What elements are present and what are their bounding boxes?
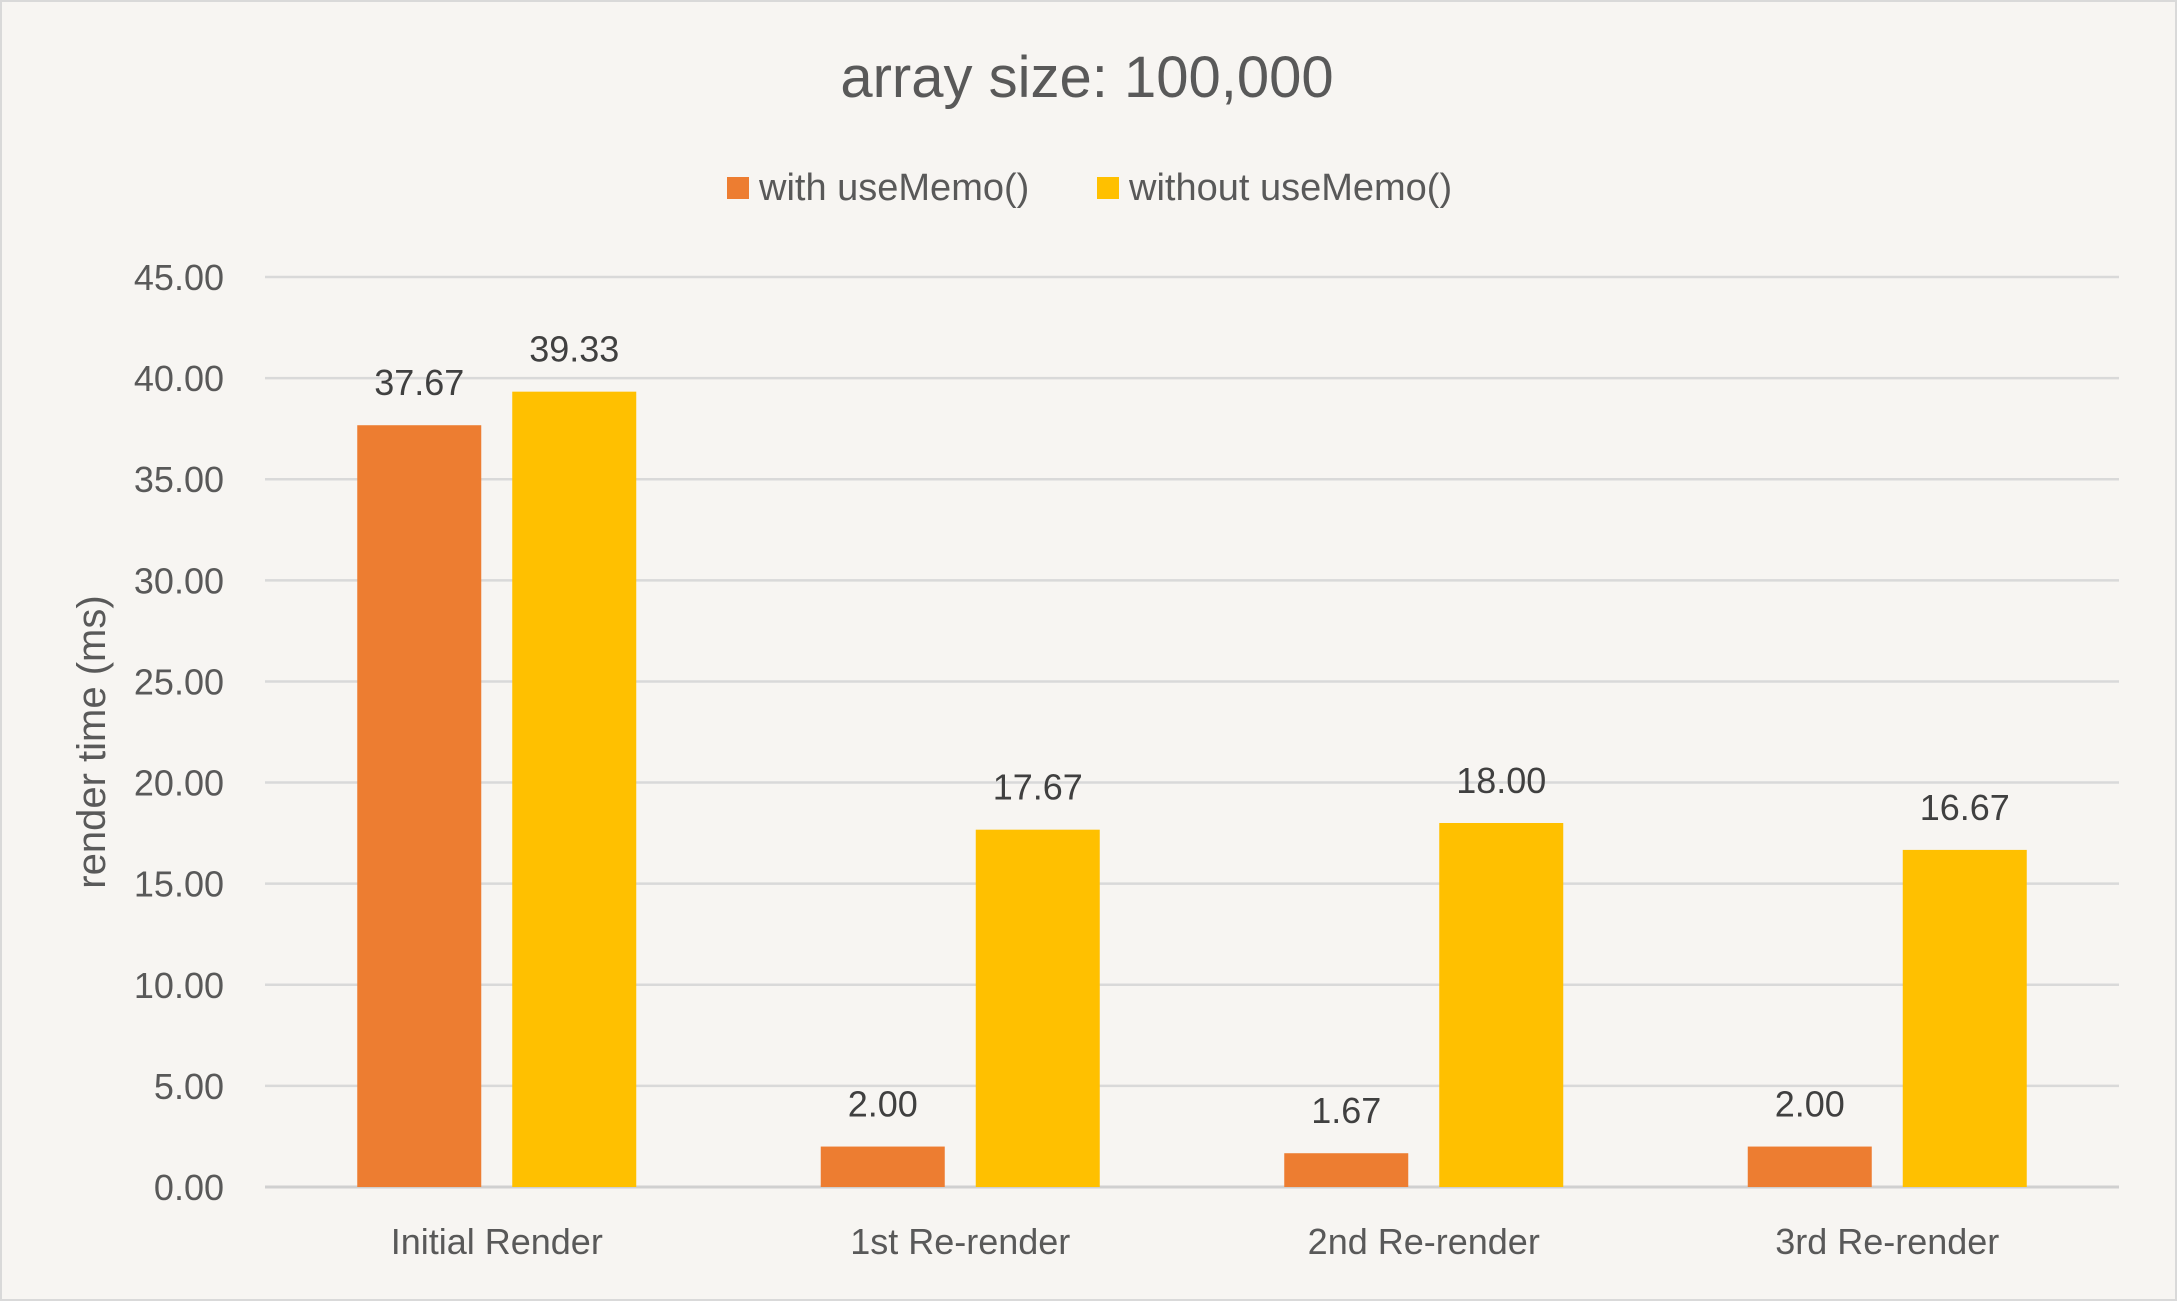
y-tick-label: 20.00 (134, 763, 224, 804)
x-category-label: 1st Re-render (850, 1221, 1070, 1262)
y-tick-label: 0.00 (154, 1167, 224, 1208)
data-label: 1.67 (1311, 1090, 1381, 1131)
legend-swatch (1097, 177, 1119, 199)
data-label: 18.00 (1456, 760, 1546, 801)
y-tick-label: 45.00 (134, 257, 224, 298)
bars (357, 391, 2027, 1187)
chart-title: array size: 100,000 (840, 45, 1333, 110)
bar-with-usememo (1747, 1146, 1872, 1187)
legend: with useMemo() without useMemo() (727, 167, 1452, 209)
data-label: 37.67 (374, 362, 464, 403)
bar-with-usememo (357, 425, 482, 1187)
legend-label: without useMemo() (1128, 167, 1452, 209)
data-labels: 37.67 39.33 2.00 17.67 1.67 18.00 2.00 16.67 (374, 329, 2010, 1132)
x-category-label: 3rd Re-render (1775, 1221, 1999, 1262)
y-axis-ticks: 0.00 5.00 10.00 15.00 20.00 25.00 30.00 35.00 40… (134, 257, 224, 1208)
y-tick-label: 40.00 (134, 358, 224, 399)
y-tick-label: 30.00 (134, 560, 224, 601)
bar-without-usememo (975, 829, 1100, 1187)
y-tick-label: 10.00 (134, 965, 224, 1006)
data-label: 2.00 (1775, 1084, 1845, 1125)
y-axis-label: render time (ms) (70, 595, 114, 888)
bar-with-usememo (820, 1146, 945, 1187)
y-tick-label: 25.00 (134, 661, 224, 702)
y-tick-label: 5.00 (154, 1066, 224, 1107)
x-category-label: Initial Render (391, 1221, 603, 1262)
bar-without-usememo (1902, 849, 2027, 1187)
bar-without-usememo (512, 391, 637, 1187)
data-label: 39.33 (529, 329, 619, 370)
data-label: 16.67 (1920, 787, 2010, 828)
legend-swatch (727, 177, 749, 199)
y-tick-label: 35.00 (134, 459, 224, 500)
data-label: 2.00 (848, 1084, 918, 1125)
bar-with-usememo (1284, 1153, 1409, 1187)
legend-label: with useMemo() (758, 167, 1029, 209)
bar-without-usememo (1439, 823, 1564, 1187)
y-tick-label: 15.00 (134, 864, 224, 905)
x-category-label: 2nd Re-render (1308, 1221, 1540, 1262)
data-label: 17.67 (993, 767, 1083, 808)
x-axis-categories: Initial Render 1st Re-render 2nd Re-render… (391, 1221, 2000, 1262)
